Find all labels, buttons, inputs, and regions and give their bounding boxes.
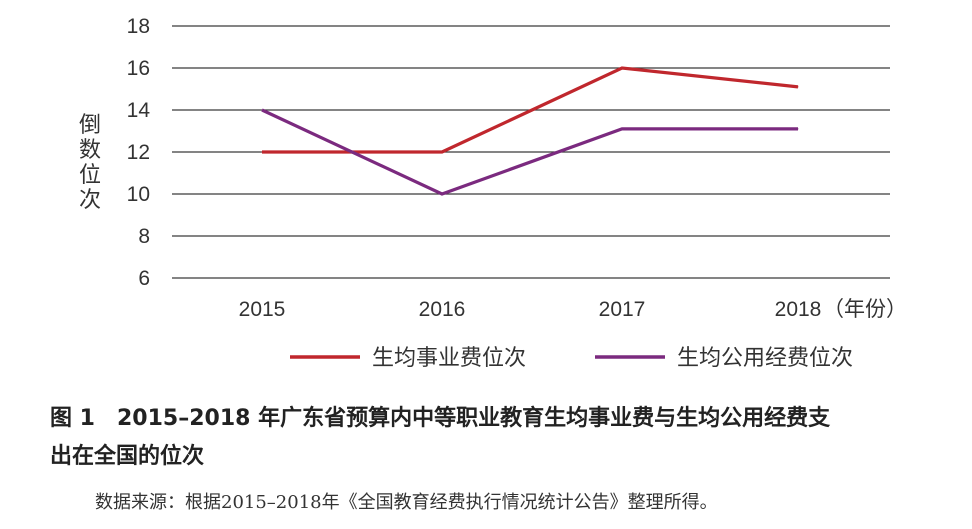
y-tick-16: 16 [127, 57, 150, 80]
series-1-point-2017 [621, 67, 623, 69]
x-tick-2017: 2017 [599, 298, 646, 321]
y-tick-8: 8 [138, 225, 150, 248]
series-2-point-2017 [621, 128, 623, 130]
legend-label-1: 生均事业费位次 [372, 346, 526, 371]
legend-label-2: 生均公用经费位次 [677, 346, 853, 371]
x-tick-2015: 2015 [239, 298, 286, 321]
y-axis-label: 倒数位次 [79, 113, 101, 213]
series-1-point-2015 [261, 151, 263, 153]
caption-line-2: 出在全国的位次 [50, 444, 205, 469]
series-1-point-2016 [441, 151, 443, 153]
y-tick-12: 12 [127, 141, 150, 164]
legend: 生均事业费位次 生均公用经费位次 [290, 346, 853, 371]
y-tick-6: 6 [138, 267, 150, 290]
series-1-point-2018 [797, 86, 799, 88]
y-tick-10: 10 [127, 183, 150, 206]
series-lines [261, 66, 799, 196]
x-tick-2018: 2018 [775, 298, 822, 321]
y-tick-labels: 6 8 10 12 14 16 18 [127, 15, 151, 290]
x-tick-2016: 2016 [419, 298, 466, 321]
series-line-2 [261, 108, 798, 196]
series-2-point-2015 [261, 109, 263, 111]
figure-caption: 图 1 2015–2018 年广东省预算内中等职业教育生均事业费与生均公用经费支… [50, 400, 960, 476]
series-2-point-2016 [441, 193, 443, 195]
line-chart: 6 8 10 12 14 16 18 2015 2016 2017 2018 （年份） 倒数位次 生… [79, 15, 907, 371]
y-tick-14: 14 [127, 99, 151, 122]
caption-line-1: 图 1 2015–2018 年广东省预算内中等职业教育生均事业费与生均公用经费支 [50, 406, 831, 431]
series-2-point-2018 [797, 128, 799, 130]
x-tick-labels: 2015 2016 2017 2018 （年份） [239, 298, 907, 321]
x-unit-label: （年份） [823, 298, 907, 321]
data-source-note: 数据来源：根据2015–2018年《全国教育经费执行情况统计公告》整理所得。 [95, 492, 718, 513]
y-tick-18: 18 [127, 15, 150, 38]
